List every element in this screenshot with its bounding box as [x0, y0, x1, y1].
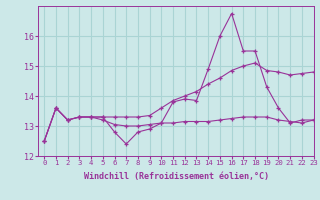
X-axis label: Windchill (Refroidissement éolien,°C): Windchill (Refroidissement éolien,°C): [84, 172, 268, 181]
